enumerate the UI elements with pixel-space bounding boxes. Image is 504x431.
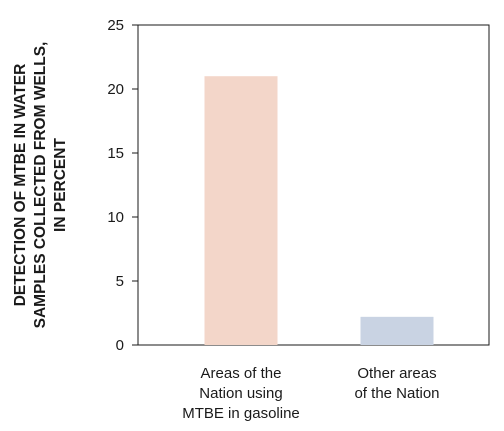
y-tick-label: 20 [107,81,124,98]
category-label: of the Nation [354,385,439,402]
y-tick-label: 15 [107,145,124,162]
category-label: Other areas [357,365,436,382]
y-axis-label: DETECTION OF MTBE IN WATER SAMPLES COLLEC… [12,42,69,329]
bar [360,316,434,345]
bars [204,76,434,345]
y-axis-label-line: IN PERCENT [52,138,69,232]
y-tick-label: 25 [107,17,124,34]
category-label: MTBE in gasoline [182,405,300,422]
y-axis-label-line: SAMPLES COLLECTED FROM WELLS, [32,42,49,329]
y-axis-label-line: DETECTION OF MTBE IN WATER [12,64,29,307]
category-label: Nation using [199,385,282,402]
y-tick-label: 10 [107,209,124,226]
y-tick-label: 5 [116,273,124,290]
y-tick-label: 0 [116,337,124,354]
bar [204,76,278,345]
y-axis-ticks: 0 5 10 15 20 25 [107,17,138,354]
plot-frame [137,24,490,346]
category-labels: Areas of the Nation using MTBE in gasoline… [182,365,439,422]
category-label: Areas of the [201,365,282,382]
